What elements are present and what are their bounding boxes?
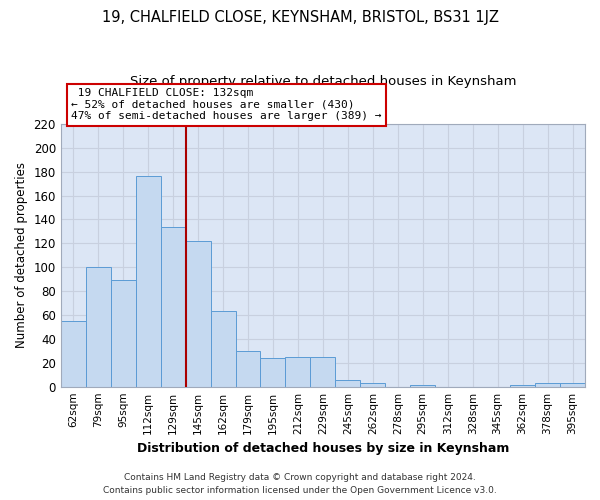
Bar: [260, 358, 286, 386]
Bar: [310, 357, 335, 386]
Bar: [86, 267, 111, 386]
Bar: [111, 280, 136, 386]
Bar: [61, 321, 86, 386]
X-axis label: Distribution of detached houses by size in Keynsham: Distribution of detached houses by size …: [137, 442, 509, 455]
Bar: [236, 351, 260, 386]
Bar: [136, 176, 161, 386]
Bar: [361, 383, 385, 386]
Y-axis label: Number of detached properties: Number of detached properties: [15, 162, 28, 348]
Text: 19, CHALFIELD CLOSE, KEYNSHAM, BRISTOL, BS31 1JZ: 19, CHALFIELD CLOSE, KEYNSHAM, BRISTOL, …: [101, 10, 499, 25]
Bar: [185, 241, 211, 386]
Bar: [286, 357, 310, 386]
Text: 19 CHALFIELD CLOSE: 132sqm
← 52% of detached houses are smaller (430)
47% of sem: 19 CHALFIELD CLOSE: 132sqm ← 52% of deta…: [71, 88, 382, 122]
Bar: [560, 383, 585, 386]
Title: Size of property relative to detached houses in Keynsham: Size of property relative to detached ho…: [130, 75, 516, 88]
Bar: [161, 226, 185, 386]
Bar: [335, 380, 361, 386]
Bar: [535, 383, 560, 386]
Text: Contains HM Land Registry data © Crown copyright and database right 2024.
Contai: Contains HM Land Registry data © Crown c…: [103, 474, 497, 495]
Bar: [211, 312, 236, 386]
